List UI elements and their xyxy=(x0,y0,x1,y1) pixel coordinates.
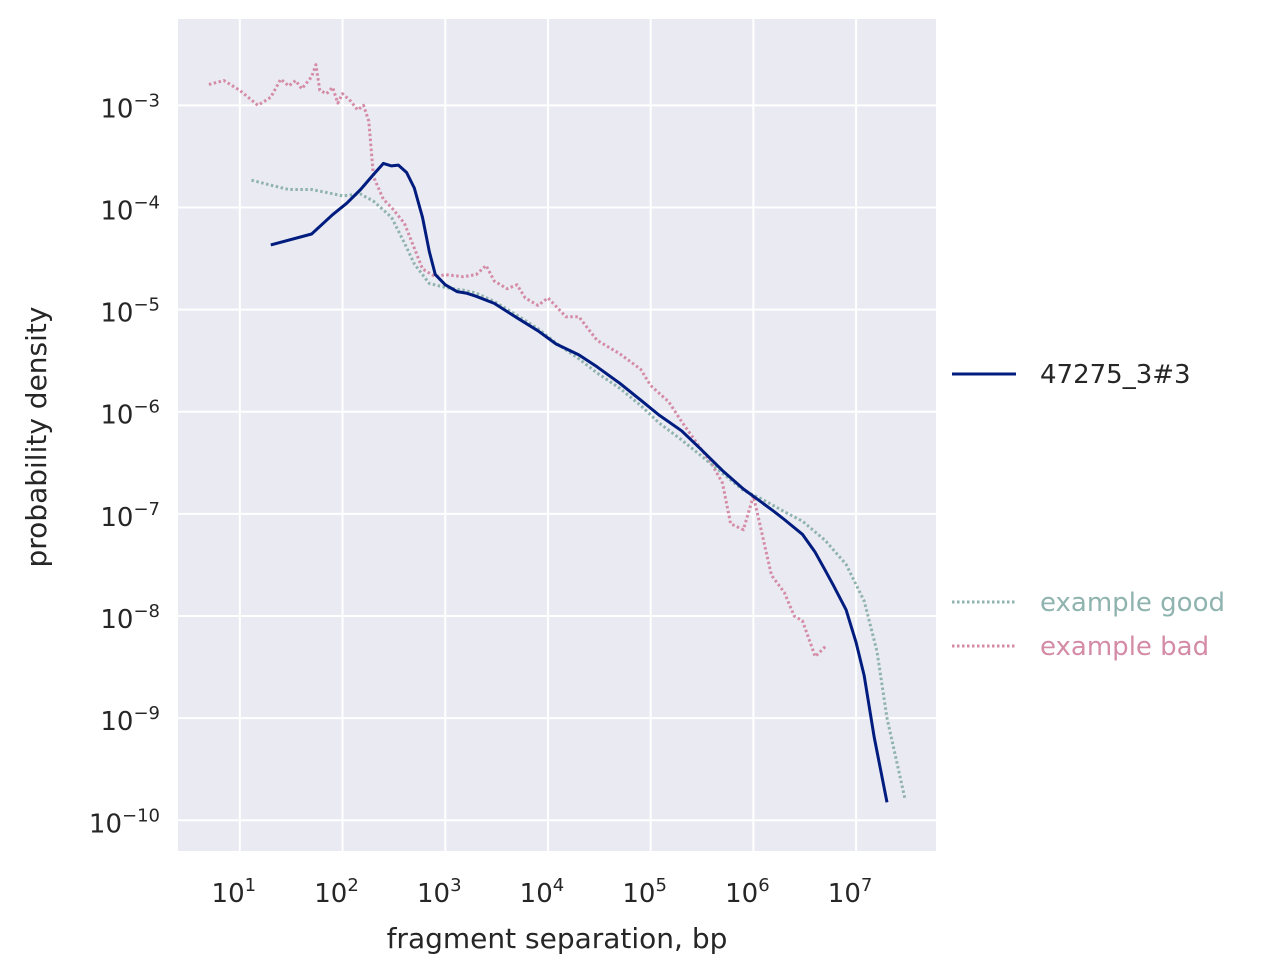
y-tick-exponent: −10 xyxy=(122,805,160,826)
y-tick-label: 10−10 xyxy=(89,805,160,839)
x-tick-label: 104 xyxy=(520,875,565,909)
y-tick-exponent: −6 xyxy=(133,397,160,418)
grid-y xyxy=(178,104,936,822)
x-tick-exponent: 7 xyxy=(861,875,872,896)
x-tick-base: 10 xyxy=(725,879,758,909)
y-tick-base: 10 xyxy=(100,94,133,124)
y-tick-label: 10−7 xyxy=(100,499,160,533)
series-line-example-bad xyxy=(208,63,827,659)
plot-background xyxy=(178,19,936,851)
x-tick-base: 10 xyxy=(417,879,450,909)
x-tick-base: 10 xyxy=(622,879,655,909)
y-tick-label: 10−6 xyxy=(100,397,160,431)
y-tick-base: 10 xyxy=(100,196,133,226)
y-tick-label: 10−8 xyxy=(100,601,160,635)
y-tick-base: 10 xyxy=(100,299,133,329)
x-tick-exponent: 2 xyxy=(347,875,358,896)
y-tick-exponent: −4 xyxy=(133,192,160,213)
y-tick-exponent: −7 xyxy=(133,499,160,520)
x-tick-exponent: 1 xyxy=(245,875,256,896)
x-tick-exponent: 5 xyxy=(655,875,666,896)
series-line-example-good xyxy=(251,178,907,800)
y-tick-exponent: −3 xyxy=(133,90,160,111)
x-tick-base: 10 xyxy=(212,879,245,909)
x-tick-base: 10 xyxy=(828,879,861,909)
x-tick-exponent: 4 xyxy=(553,875,564,896)
y-tick-base: 10 xyxy=(100,401,133,431)
y-tick-label: 10−5 xyxy=(100,295,160,329)
x-tick-labels: 101 102 103 104 105 106 107 xyxy=(212,875,873,909)
legend-label: example bad xyxy=(1040,632,1209,662)
x-tick-label: 105 xyxy=(622,875,667,909)
series-line-47275-3-3 xyxy=(270,161,889,803)
x-tick-base: 10 xyxy=(314,879,347,909)
y-tick-label: 10−4 xyxy=(100,192,160,226)
legend-label: 47275_3#3 xyxy=(1040,360,1191,390)
y-tick-exponent: −5 xyxy=(133,295,160,316)
x-tick-exponent: 6 xyxy=(758,875,769,896)
grid-x xyxy=(238,19,858,851)
x-axis-label: fragment separation, bp xyxy=(387,922,728,955)
y-tick-exponent: −9 xyxy=(133,703,160,724)
y-tick-base: 10 xyxy=(100,707,133,737)
y-tick-exponent: −8 xyxy=(133,601,160,622)
y-axis-label: probability density xyxy=(20,307,53,568)
x-tick-base: 10 xyxy=(520,879,553,909)
x-tick-label: 101 xyxy=(212,875,257,909)
y-tick-base: 10 xyxy=(89,809,122,839)
y-tick-label: 10−3 xyxy=(100,90,160,124)
x-tick-exponent: 3 xyxy=(450,875,461,896)
x-tick-label: 106 xyxy=(725,875,770,909)
y-tick-base: 10 xyxy=(100,605,133,635)
y-tick-label: 10−9 xyxy=(100,703,160,737)
y-tick-base: 10 xyxy=(100,503,133,533)
y-tick-labels: 10−310−410−510−610−710−810−910−10 xyxy=(89,90,160,839)
legend-label: example good xyxy=(1040,588,1225,618)
x-tick-label: 107 xyxy=(828,875,873,909)
x-tick-label: 102 xyxy=(314,875,359,909)
x-tick-label: 103 xyxy=(417,875,462,909)
series-layer xyxy=(208,63,907,803)
